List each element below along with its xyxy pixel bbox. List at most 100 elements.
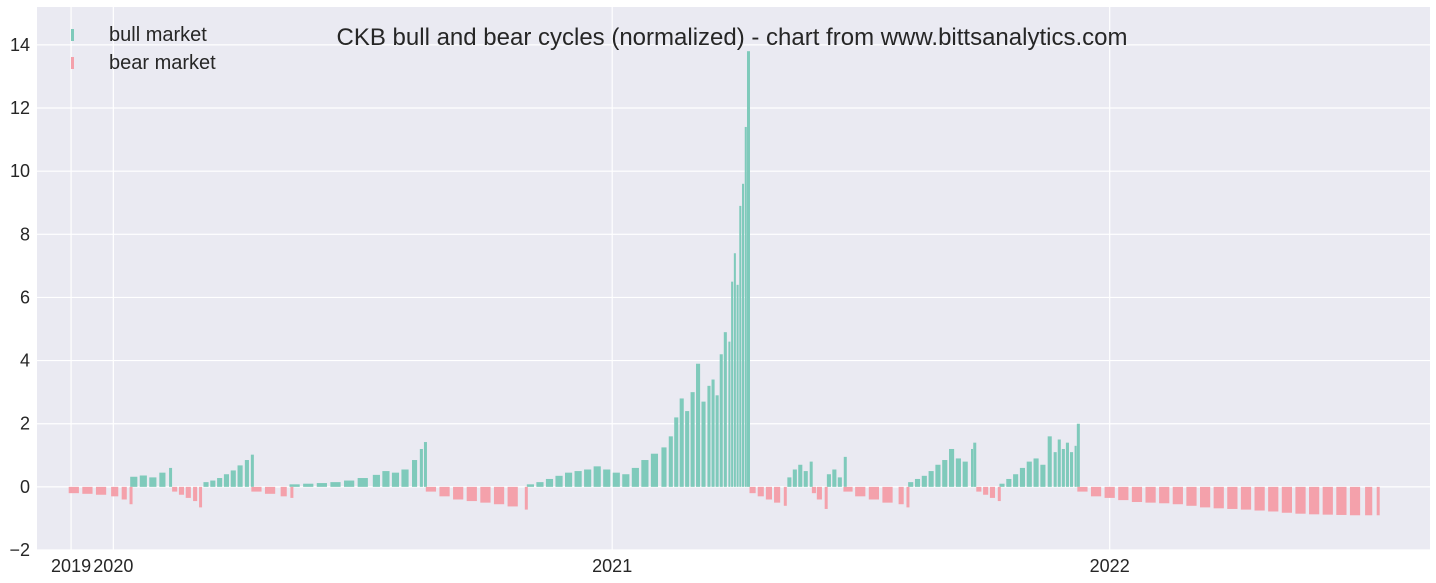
bear-bar: [251, 486, 262, 492]
bear-bar: [280, 486, 287, 497]
y-tick-label: 10: [10, 161, 30, 181]
x-tick-label: 2019: [51, 556, 91, 576]
bull-bar: [701, 401, 706, 487]
bull-bar: [832, 469, 837, 487]
bull-bar: [631, 467, 639, 487]
bull-bar: [372, 474, 380, 487]
bull-bar: [1033, 458, 1039, 487]
bear-bar: [82, 486, 93, 494]
y-tick-label: 8: [20, 224, 30, 244]
bull-bar: [679, 398, 684, 487]
bear-bar: [997, 486, 1001, 502]
bull-bar: [826, 474, 831, 487]
bear-bar: [111, 486, 119, 497]
bull-bar: [1065, 442, 1069, 487]
bull-bar: [723, 332, 727, 487]
bear-bar: [898, 486, 904, 505]
bull-bar: [316, 483, 327, 487]
bull-bar: [942, 460, 948, 487]
bear-bar: [983, 486, 989, 495]
bear-bar: [264, 486, 276, 494]
bear-bar: [855, 486, 866, 497]
bear-bar: [1077, 486, 1088, 492]
bull-bar: [1061, 448, 1065, 487]
y-axis: −2 0 2 4 6 8 10 12 14: [9, 35, 30, 560]
bear-bar: [480, 486, 491, 503]
bull-bar: [130, 476, 138, 487]
bull-bar: [223, 474, 230, 487]
bull-bar: [928, 471, 934, 487]
bear-bar: [1322, 486, 1333, 515]
bear-bar: [1365, 486, 1373, 516]
chart-title: CKB bull and bear cycles (normalized) - …: [337, 24, 1128, 51]
bear-bar: [906, 486, 910, 508]
bars: [68, 51, 1380, 516]
bear-bar: [1376, 486, 1380, 516]
legend-swatch-bull: [71, 29, 74, 41]
bull-bar: [955, 458, 961, 487]
bull-bar: [244, 460, 249, 487]
bear-bar: [1090, 486, 1102, 497]
bull-bar: [603, 469, 611, 487]
bull-bar: [803, 471, 808, 487]
bull-bar: [289, 484, 300, 487]
bear-bar: [425, 486, 437, 492]
plot-area: [37, 7, 1430, 550]
bull-bar: [661, 447, 667, 487]
bull-bar: [401, 469, 409, 487]
bull-bar: [1053, 452, 1057, 487]
grid: [37, 7, 1430, 551]
bull-bar: [962, 461, 968, 487]
bull-bar: [1076, 423, 1080, 487]
bull-bar: [203, 482, 209, 487]
bull-bar: [690, 392, 695, 487]
legend-label-bear: bear market: [109, 52, 216, 74]
bull-bar: [809, 461, 813, 487]
bear-bar: [749, 486, 756, 494]
bull-bar: [149, 477, 157, 487]
legend-swatch-bear: [71, 57, 74, 69]
bull-bar: [728, 341, 731, 487]
y-tick-label: 0: [20, 477, 30, 497]
bull-bar: [564, 472, 573, 487]
bear-bar: [774, 486, 781, 503]
bear-bar: [524, 486, 528, 510]
y-tick-label: 14: [10, 35, 30, 55]
bull-bar: [1047, 436, 1052, 487]
bear-bar: [466, 486, 477, 502]
bear-bar: [1240, 486, 1252, 510]
bear-bar: [816, 486, 822, 500]
y-tick-label: −2: [9, 540, 30, 560]
bear-bar: [1199, 486, 1211, 508]
bull-bar: [526, 484, 534, 487]
bear-bar: [1336, 486, 1347, 515]
legend-label-bull: bull market: [109, 24, 207, 46]
bull-bar: [736, 284, 739, 487]
x-axis: 2019 2020 2021 2022: [51, 556, 1130, 576]
bull-bar: [739, 205, 742, 487]
bull-bar: [908, 482, 914, 487]
bear-bar: [178, 486, 185, 495]
bull-bar: [949, 448, 955, 487]
bull-bar: [1069, 452, 1074, 487]
bull-bar: [1019, 467, 1026, 487]
y-tick-label: 4: [20, 351, 30, 371]
bull-bar: [357, 478, 368, 487]
bear-bar: [453, 486, 464, 500]
bull-bar: [1074, 445, 1077, 487]
bull-bar: [1040, 464, 1046, 487]
bull-bar: [391, 472, 400, 487]
bull-bar: [159, 472, 166, 487]
bull-bar: [303, 483, 314, 487]
bear-bar: [1159, 486, 1170, 504]
bull-bar: [1006, 478, 1012, 487]
bear-bar: [976, 486, 982, 492]
bear-bar: [1118, 486, 1129, 501]
bear-bar: [1186, 486, 1197, 506]
bear-bar: [121, 486, 127, 500]
x-tick-label: 2020: [93, 556, 133, 576]
bear-bar: [1131, 486, 1143, 503]
bull-bar: [612, 472, 620, 487]
bear-bar: [824, 486, 828, 509]
bear-bar: [757, 486, 764, 497]
